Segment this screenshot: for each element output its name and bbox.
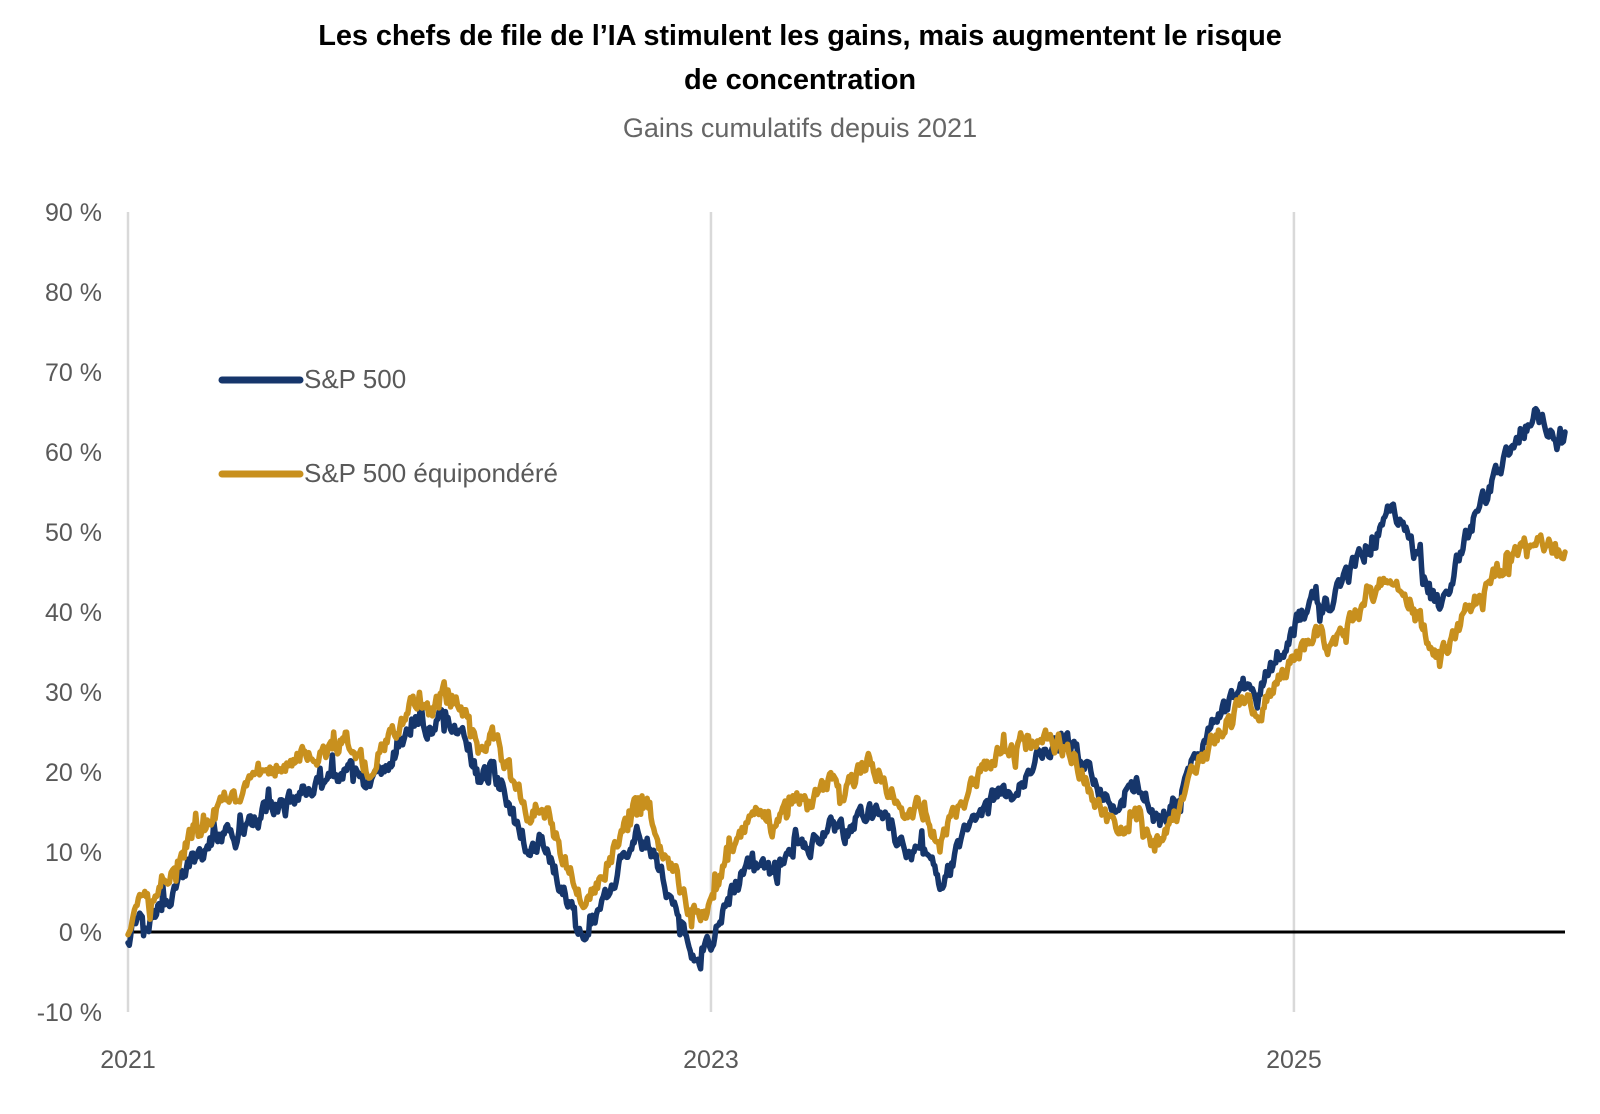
chart-title-line-1: Les chefs de file de l’IA stimulent les … bbox=[318, 20, 1282, 52]
y-tick-label-8: 10 % bbox=[45, 839, 102, 867]
x-tick-label-2021: 2021 bbox=[100, 1046, 156, 1074]
y-tick-label-0: 90 % bbox=[45, 199, 102, 227]
title-block: Les chefs de file de l’IA stimulent les … bbox=[0, 14, 1600, 148]
y-tick-label-9: 0 % bbox=[59, 919, 102, 947]
y-tick-label-7: 20 % bbox=[45, 759, 102, 787]
data-series-group bbox=[125, 405, 1568, 972]
chart-legend: S&P 500 S&P 500 équipondéré bbox=[218, 364, 558, 488]
series-line-sp500-equal-weight bbox=[125, 532, 1568, 938]
legend-label-0: S&P 500 bbox=[304, 364, 406, 394]
x-tick-label-2025: 2025 bbox=[1266, 1046, 1322, 1074]
y-tick-label-2: 70 % bbox=[45, 359, 102, 387]
y-tick-label-1: 80 % bbox=[45, 279, 102, 307]
legend-label-1: S&P 500 équipondéré bbox=[304, 458, 558, 488]
y-tick-label-4: 50 % bbox=[45, 519, 102, 547]
chart-subtitle: Gains cumulatifs depuis 2021 bbox=[622, 113, 978, 143]
chart-title-line-2: de concentration bbox=[683, 64, 917, 96]
x-tick-label-2023: 2023 bbox=[683, 1046, 739, 1074]
gridlines-group bbox=[126, 212, 1296, 1012]
y-tick-label-5: 40 % bbox=[45, 599, 102, 627]
y-tick-label-3: 60 % bbox=[45, 439, 102, 467]
series-line-sp500 bbox=[125, 405, 1568, 972]
y-axis-tick-labels: 90 % 80 % 70 % 60 % 50 % 40 % 30 % 20 % 10 % 0 % -… bbox=[37, 199, 102, 1027]
y-tick-label-10: -10 % bbox=[37, 999, 102, 1027]
y-tick-label-6: 30 % bbox=[45, 679, 102, 707]
x-axis-tick-labels: 2021 2023 2025 bbox=[100, 1046, 1322, 1074]
chart-title: Les chefs de file de l’IA stimulent les … bbox=[220, 14, 1380, 102]
